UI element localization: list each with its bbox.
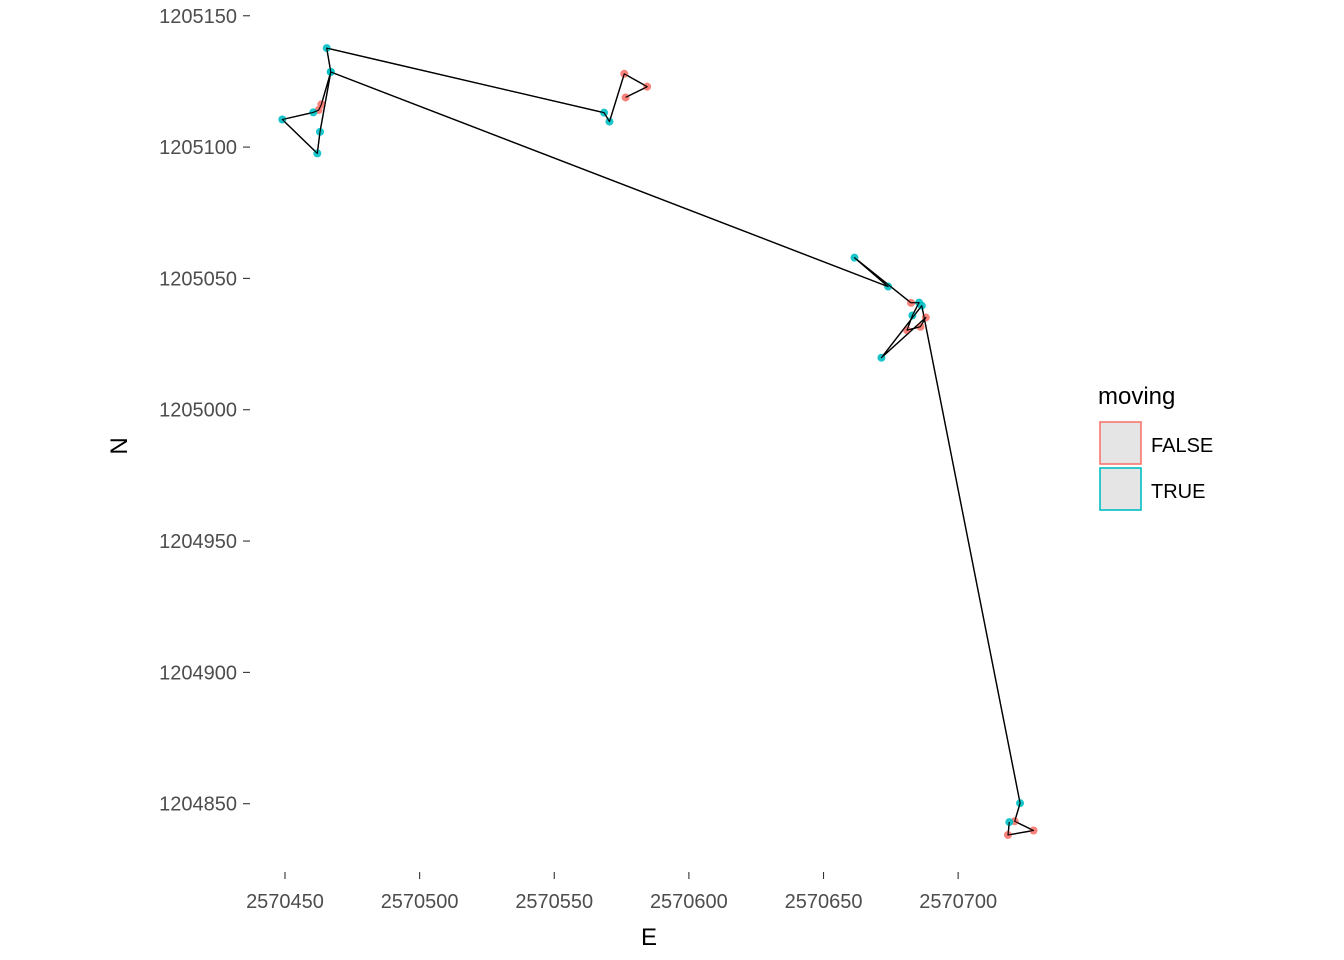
legend-key-false: [1099, 421, 1142, 465]
y-axis-title: N: [106, 437, 133, 454]
legend-key-true: [1099, 467, 1142, 511]
x-tick-label: 2570550: [515, 891, 593, 913]
legend-label-false: FALSE: [1151, 435, 1213, 457]
x-tick-label: 2570600: [650, 891, 728, 913]
data-point-false: [621, 93, 630, 102]
y-axis: 1204850 1204900 1204950 1205000 1205050 12051…: [159, 6, 250, 816]
y-tick-label: 1204850: [159, 794, 237, 816]
legend-title: moving: [1098, 383, 1175, 410]
legend-entries: FALSE TRUE: [1099, 421, 1213, 511]
y-tick-label: 1205000: [159, 400, 237, 422]
legend: moving FALSE TRUE: [1098, 383, 1213, 511]
x-axis-title: E: [641, 924, 657, 951]
x-tick-label: 2570700: [919, 891, 997, 913]
data-point-true: [1005, 818, 1014, 827]
y-tick-label: 1205050: [159, 268, 237, 290]
track-path-layer: [281, 47, 1035, 836]
legend-label-true: TRUE: [1151, 481, 1205, 503]
track-path: [281, 47, 1035, 836]
x-tick-label: 2570450: [246, 891, 324, 913]
x-tick-label: 2570650: [785, 891, 863, 913]
track-path-overlay: [281, 47, 1035, 836]
x-tick-label: 2570500: [381, 891, 459, 913]
points-layer: [278, 44, 1038, 839]
x-axis: 2570450 2570500 2570550 2570600 2570650 25707…: [246, 872, 997, 913]
y-tick-label: 1205100: [159, 137, 237, 159]
y-tick-label: 1205150: [159, 6, 237, 28]
y-tick-label: 1204950: [159, 531, 237, 553]
y-tick-label: 1204900: [159, 662, 237, 684]
